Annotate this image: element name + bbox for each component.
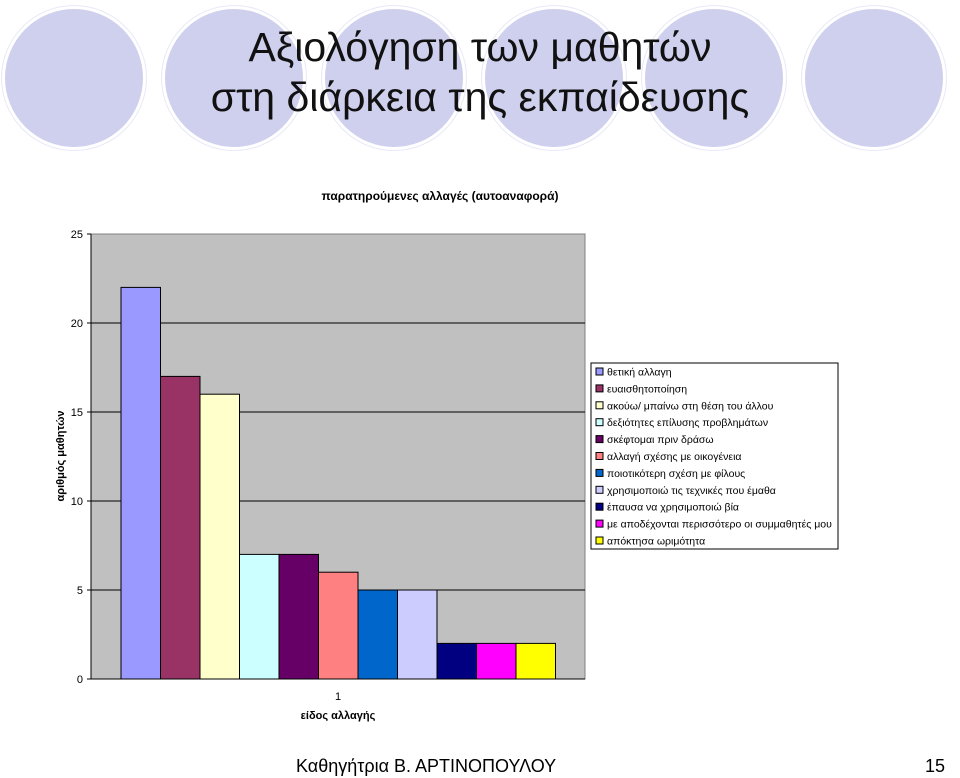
slide-title-line1: Αξιολόγηση των μαθητών	[248, 24, 712, 70]
y-axis-ticks: 0 5 10 15 20 25	[71, 229, 91, 686]
legend-swatch	[595, 384, 604, 393]
bar-2	[160, 375, 201, 680]
legend: θετική αλλαγη ευαισθητοποίηση ακούω/ μπαίν…	[590, 362, 839, 550]
legend-swatch	[595, 367, 604, 376]
bar-8	[397, 589, 438, 680]
legend-swatch	[595, 418, 604, 427]
footer-author: Καθηγήτρια Β. ΑΡΤΙΝΟΠΟΥΛΟΥ	[296, 756, 557, 776]
legend-label: θετική αλλαγη	[607, 367, 672, 379]
legend-label: με αποδέχονται περισσότερο οι συμμαθητές…	[607, 519, 832, 531]
bar-10	[476, 642, 517, 680]
y-axis-label: αριθμός μαθητών	[55, 411, 67, 502]
legend-label: έπαυσα να χρησιμοποιώ βία	[607, 502, 739, 514]
bar-9	[436, 642, 477, 680]
decorative-circle	[162, 6, 306, 150]
legend-swatch	[595, 435, 604, 444]
legend-swatch	[595, 468, 604, 477]
bar-6	[318, 571, 359, 680]
chart-title: παρατηρούμενες αλλαγές (αυτοαναφορά)	[322, 189, 559, 203]
page-number: 15	[925, 756, 946, 776]
y-tick-label: 20	[71, 318, 83, 330]
legend-label: αλλαγή σχέσης με οικογένεια	[607, 451, 742, 463]
bar-5	[278, 553, 319, 680]
bar-7	[357, 589, 398, 680]
x-tick-label: 1	[335, 691, 341, 703]
legend-swatch	[595, 519, 604, 528]
decorative-circle	[2, 6, 146, 150]
y-tick-label: 10	[71, 496, 83, 508]
legend-swatch	[595, 401, 604, 410]
decorative-circle	[322, 6, 466, 150]
bar-chart: παρατηρούμενες αλλαγές (αυτοαναφορά) 0 5 1…	[55, 189, 839, 722]
bar-1	[120, 286, 161, 680]
legend-label: ευαισθητοποίηση	[607, 383, 687, 395]
legend-label: χρησιμοποιώ τις τεχνικές που έμαθα	[607, 485, 776, 497]
y-tick-label: 15	[71, 407, 83, 419]
legend-box	[590, 362, 839, 550]
y-tick-label: 25	[71, 229, 83, 241]
decorative-circle	[642, 6, 786, 150]
bar-11	[515, 642, 556, 680]
bar-3	[199, 393, 240, 680]
y-tick-label: 0	[77, 674, 83, 686]
bars	[120, 286, 556, 680]
slide-title: Αξιολόγηση των μαθητών στη διάρκεια της …	[0, 22, 960, 122]
legend-label: ακούω/ μπαίνω στη θέση του άλλου	[607, 400, 774, 412]
legend-label: σκέφτομαι πριν δράσω	[607, 434, 714, 446]
y-tick-label: 5	[77, 585, 83, 597]
legend-label: απόκτησα ωριμότητα	[607, 536, 705, 548]
legend-swatch	[595, 536, 604, 545]
legend-label: δεξιότητες επίλυσης προβλημάτων	[607, 417, 768, 429]
slide-title-line2: στη διάρκεια της εκπαίδευσης	[210, 74, 750, 120]
legend-swatch	[595, 502, 604, 511]
legend-swatch	[595, 452, 604, 460]
bar-4	[239, 553, 280, 680]
decorative-circle	[482, 6, 626, 150]
legend-swatch	[595, 485, 604, 494]
legend-label: ποιοτικότερη σχέση με φίλους	[607, 468, 745, 480]
decorative-circle	[802, 6, 946, 150]
x-axis-label: είδος αλλαγής	[301, 710, 376, 722]
